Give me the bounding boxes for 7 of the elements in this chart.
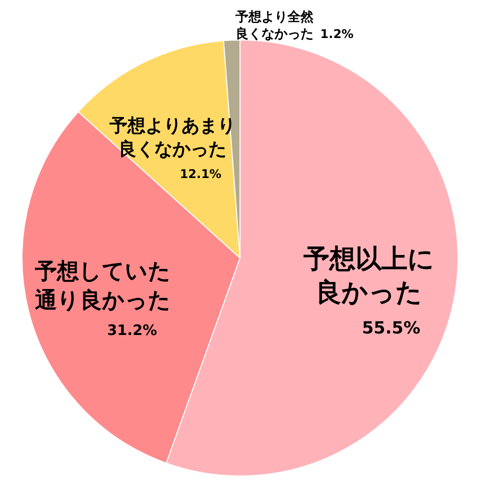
data-label: 31.2% [107,323,158,340]
slice-label: 予想以上に良かった [302,244,434,308]
slice-label: 予想していた通り良かった [34,258,172,314]
data-label: 12.1% [180,166,222,181]
data-label: 1.2% [320,27,354,42]
data-label: 55.5% [362,317,420,338]
slice-label: 予想より全然良くなかった [234,9,314,42]
